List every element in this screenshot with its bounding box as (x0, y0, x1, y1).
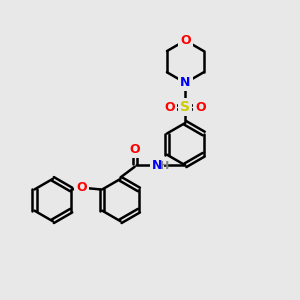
Text: H: H (160, 161, 169, 171)
Text: O: O (76, 182, 87, 194)
Text: O: O (165, 100, 175, 113)
Text: O: O (195, 100, 206, 113)
Text: S: S (180, 100, 190, 114)
Text: N: N (180, 76, 190, 89)
Text: O: O (180, 34, 190, 47)
Text: O: O (129, 143, 140, 156)
Text: N: N (152, 159, 162, 172)
